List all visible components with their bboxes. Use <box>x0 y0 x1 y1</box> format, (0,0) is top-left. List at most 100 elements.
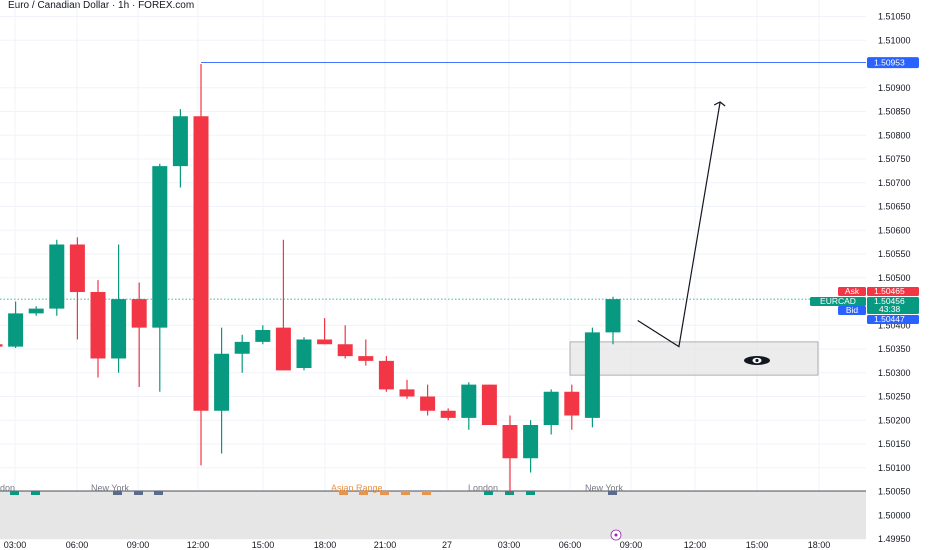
candle-body <box>420 396 436 411</box>
symbol-tag <box>810 297 866 306</box>
session-marker <box>134 491 143 495</box>
zone-rect <box>569 341 819 376</box>
ask-value-tag <box>867 287 919 296</box>
eye-icon-pupil <box>755 358 759 363</box>
candle-body <box>378 360 394 390</box>
y-tick-label: 1.50350 <box>878 344 911 354</box>
candle-body <box>131 299 147 328</box>
x-tick-label: 09:00 <box>620 540 643 550</box>
x-tick-label: 27 <box>442 540 452 550</box>
projection-line <box>637 101 721 348</box>
candle-body <box>337 344 353 357</box>
bid-label-tag <box>838 306 866 315</box>
y-tick-label: 1.50000 <box>878 510 911 520</box>
y-tick-label: 1.50850 <box>878 107 911 117</box>
session-marker <box>113 491 122 495</box>
level-tag <box>867 57 919 69</box>
candle-body <box>214 353 230 411</box>
session-label: New York <box>91 483 130 493</box>
candle-body <box>28 308 44 314</box>
candle-body <box>193 116 209 411</box>
y-tick-label: 1.50300 <box>878 368 911 378</box>
grid <box>0 0 866 540</box>
session-marker <box>10 491 19 495</box>
session-label: New York <box>585 483 624 493</box>
candle-body <box>523 425 539 459</box>
projection-path[interactable] <box>637 101 726 348</box>
session-label: London <box>468 483 498 493</box>
last-value: 1.50456 <box>874 296 905 306</box>
level-line[interactable] <box>0 62 866 300</box>
candle-body <box>275 327 291 371</box>
x-tick-label: 12:00 <box>187 540 210 550</box>
x-tick-label: 15:00 <box>252 540 275 550</box>
projection-arrowhead <box>713 101 726 107</box>
candle-body <box>605 299 621 333</box>
y-tick-label: 1.50750 <box>878 154 911 164</box>
y-tick-label: 1.50250 <box>878 392 911 402</box>
candle-body <box>564 391 580 416</box>
candle-body <box>296 339 312 368</box>
session-marker <box>401 491 410 495</box>
support-zone[interactable] <box>569 341 819 376</box>
bid-value-tag <box>867 315 919 324</box>
x-tick-label: 06:00 <box>559 540 582 550</box>
y-tick-label: 1.50650 <box>878 202 911 212</box>
y-tick-label: 1.50150 <box>878 439 911 449</box>
y-tick-label: 1.50700 <box>878 178 911 188</box>
last-value-tag <box>867 297 919 314</box>
session-label: don <box>0 483 15 493</box>
time-axis[interactable]: 03:00 06:00 09:00 12:00 15:00 18:00 21:00 27 03:… <box>4 540 831 550</box>
x-tick-label: 03:00 <box>4 540 27 550</box>
ask-value: 1.50465 <box>874 286 905 296</box>
x-tick-label: 18:00 <box>808 540 831 550</box>
candle-body <box>152 166 168 328</box>
x-tick-label: 06:00 <box>66 540 89 550</box>
candle-body <box>317 339 333 345</box>
symbol-label: EURCAD <box>820 296 856 306</box>
x-tick-label: 03:00 <box>498 540 521 550</box>
y-tick-label: 1.51050 <box>878 12 911 22</box>
candle-body <box>69 244 85 292</box>
y-tick-label: 1.50200 <box>878 415 911 425</box>
candle-body <box>234 341 250 354</box>
candle-body <box>0 344 3 347</box>
x-tick-label: 21:00 <box>374 540 397 550</box>
candle-body <box>172 116 188 167</box>
price-axis[interactable]: 1.51050 1.51000 1.50900 1.50850 1.50800 1.507… <box>878 12 911 545</box>
candle-body <box>502 425 518 459</box>
x-tick-label: 12:00 <box>684 540 707 550</box>
session-marker <box>339 491 348 495</box>
x-tick-label: 15:00 <box>746 540 769 550</box>
y-tick-label: 1.50900 <box>878 83 911 93</box>
session-marker <box>31 491 40 495</box>
candles[interactable] <box>0 64 621 494</box>
session-panel-bg <box>0 491 866 539</box>
candle-body <box>399 389 415 397</box>
candle-body <box>358 356 374 361</box>
candle-body <box>8 313 24 347</box>
y-tick-label: 1.49950 <box>878 534 911 544</box>
y-tick-label: 1.50500 <box>878 273 911 283</box>
x-tick-label: 18:00 <box>314 540 337 550</box>
bid-label: Bid <box>846 305 859 315</box>
y-tick-label: 1.50800 <box>878 130 911 140</box>
session-marker <box>380 491 389 495</box>
session-marker <box>359 491 368 495</box>
y-tick-label: 1.50400 <box>878 320 911 330</box>
y-tick-label: 1.50550 <box>878 249 911 259</box>
y-tick-label: 1.50600 <box>878 225 911 235</box>
session-panel: don New York Asian Range London New York <box>0 483 866 541</box>
candle-body <box>584 332 600 418</box>
session-marker <box>484 491 493 495</box>
session-marker <box>608 491 617 495</box>
y-tick-label: 1.50050 <box>878 487 911 497</box>
candle-body <box>111 299 127 359</box>
countdown: 43:38 <box>879 304 901 314</box>
session-marker <box>422 491 431 495</box>
ask-label-tag <box>838 287 866 296</box>
bid-value: 1.50447 <box>874 314 905 324</box>
candle-body <box>543 391 559 425</box>
